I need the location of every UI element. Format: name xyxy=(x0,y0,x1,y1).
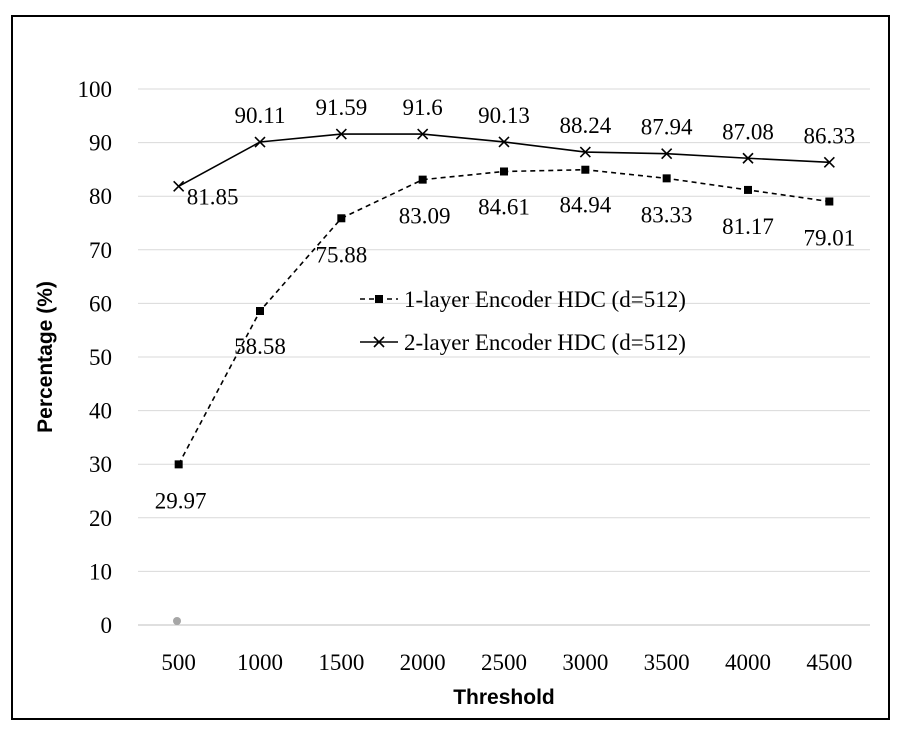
x-tick-label: 4500 xyxy=(806,650,852,675)
x-tick-label: 2500 xyxy=(481,650,527,675)
legend: 1-layer Encoder HDC (d=512) 2-layer Encod… xyxy=(360,287,686,355)
legend-marker xyxy=(375,295,383,303)
y-tick-label: 90 xyxy=(89,131,112,156)
data-label: 87.08 xyxy=(722,119,774,144)
x-tick-label: 2000 xyxy=(400,650,446,675)
y-tick-label: 70 xyxy=(89,238,112,263)
legend-label: 1-layer Encoder HDC (d=512) xyxy=(404,287,686,312)
x-tick-label: 500 xyxy=(161,650,196,675)
data-point xyxy=(254,136,266,148)
data-label: 86.33 xyxy=(803,123,855,148)
data-point xyxy=(256,307,264,316)
x-tick-label: 3000 xyxy=(562,650,608,675)
data-point xyxy=(174,460,183,469)
data-label: 91.6 xyxy=(403,95,443,120)
y-tick-label: 20 xyxy=(89,506,112,531)
x-tick-labels: 500 1000 1500 2000 2500 3000 3500 4000 4500 xyxy=(161,650,852,675)
x-axis-title: Threshold xyxy=(453,686,555,709)
y-tick-label: 40 xyxy=(89,399,112,424)
data-label: 90.11 xyxy=(235,103,286,128)
data-point xyxy=(498,136,510,148)
data-point xyxy=(418,175,427,184)
data-point xyxy=(173,180,185,192)
data-point xyxy=(337,214,346,223)
data-point xyxy=(500,167,508,176)
stray-dot xyxy=(173,617,181,625)
data-label: 88.24 xyxy=(559,113,611,138)
y-tick-label: 30 xyxy=(89,452,112,477)
x-tick-label: 4000 xyxy=(725,650,771,675)
x-tick-label: 3500 xyxy=(644,650,690,675)
data-label: 81.85 xyxy=(187,184,239,209)
data-point xyxy=(744,185,752,194)
data-point xyxy=(335,128,347,140)
series-2: 81.85 90.11 91.59 91.6 90.13 88.24 87.94 87.08 8… xyxy=(173,95,855,209)
data-label: 84.61 xyxy=(478,194,530,219)
y-tick-label: 50 xyxy=(89,345,112,370)
data-label: 29.97 xyxy=(155,488,207,513)
data-label: 79.01 xyxy=(803,226,855,251)
data-label: 90.13 xyxy=(478,103,530,128)
x-tick-label: 1000 xyxy=(237,650,283,675)
y-tick-label: 60 xyxy=(89,291,112,316)
data-point xyxy=(823,156,835,168)
series-1: 29.97 58.58 75.88 83.09 84.61 84.94 83.33 81.17… xyxy=(155,165,855,513)
y-tick-label: 100 xyxy=(78,77,113,102)
data-label: 84.94 xyxy=(559,193,611,218)
data-point xyxy=(417,128,429,140)
data-point xyxy=(662,174,671,183)
data-point xyxy=(742,152,754,164)
data-label: 58.58 xyxy=(234,334,286,359)
data-point xyxy=(581,165,590,174)
legend-marker xyxy=(373,336,385,348)
y-tick-label: 80 xyxy=(89,184,112,209)
y-tick-label: 10 xyxy=(89,559,112,584)
data-point xyxy=(825,197,834,206)
data-label: 91.59 xyxy=(315,95,367,120)
y-tick-label: 0 xyxy=(101,613,113,638)
data-point xyxy=(661,148,673,160)
data-label: 87.94 xyxy=(641,115,693,140)
data-point xyxy=(579,146,591,158)
legend-label: 2-layer Encoder HDC (d=512) xyxy=(404,330,686,355)
series-group: 29.97 58.58 75.88 83.09 84.61 84.94 83.33 81.17… xyxy=(155,95,855,513)
data-label: 75.88 xyxy=(315,242,367,267)
chart-frame xyxy=(11,15,890,720)
data-label: 81.17 xyxy=(722,214,774,239)
data-label: 83.33 xyxy=(641,202,693,227)
y-tick-labels: 0 10 20 30 40 50 60 70 80 90 100 xyxy=(78,77,113,638)
y-axis-title: Percentage (%) xyxy=(34,281,57,433)
x-tick-label: 1500 xyxy=(318,650,364,675)
data-label: 83.09 xyxy=(399,204,451,229)
